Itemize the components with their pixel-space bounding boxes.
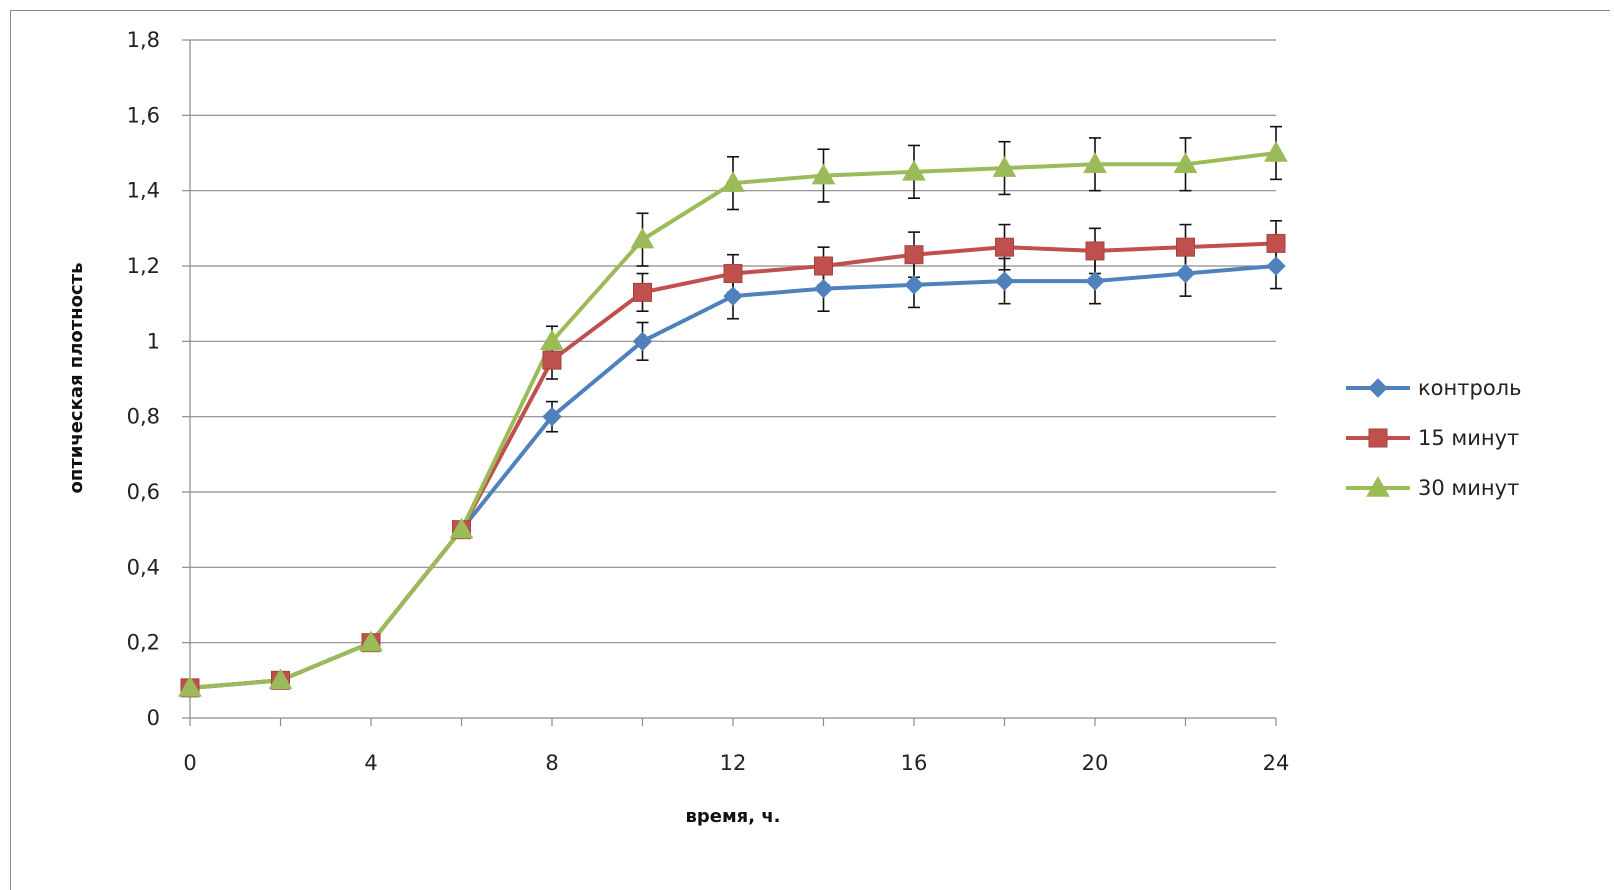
data-point bbox=[268, 668, 293, 690]
data-point bbox=[633, 282, 652, 302]
data-point bbox=[813, 278, 834, 299]
data-point bbox=[1085, 241, 1105, 261]
data-point bbox=[1266, 233, 1286, 253]
legend-marker bbox=[1366, 475, 1390, 497]
y-tick-label: 1,6 bbox=[127, 103, 160, 127]
legend-label: 30 минут bbox=[1418, 476, 1519, 500]
data-point bbox=[1266, 256, 1286, 276]
data-point bbox=[632, 331, 653, 352]
y-tick-label: 1,4 bbox=[127, 179, 160, 203]
y-axis-title: оптическая плотность bbox=[66, 263, 87, 494]
y-tick-label: 1,8 bbox=[127, 28, 160, 52]
data-point bbox=[902, 159, 926, 181]
data-point bbox=[995, 237, 1014, 257]
y-tick-label: 1 bbox=[147, 329, 160, 353]
y-tick-label: 0,6 bbox=[127, 480, 160, 504]
legend-label: 15 минут bbox=[1418, 426, 1519, 450]
x-tick-label: 12 bbox=[720, 751, 747, 775]
data-point bbox=[904, 275, 924, 295]
data-point bbox=[814, 256, 833, 276]
chart-frame bbox=[10, 10, 1610, 890]
data-point bbox=[1083, 152, 1107, 174]
data-point bbox=[721, 171, 745, 192]
x-tick-label: 16 bbox=[901, 751, 928, 775]
legend: контроль 15 минут 30 минут bbox=[1346, 376, 1521, 500]
data-point bbox=[542, 350, 562, 370]
x-tick-label: 8 bbox=[545, 751, 558, 775]
data-point bbox=[542, 406, 562, 427]
data-point bbox=[540, 329, 564, 351]
data-point bbox=[811, 163, 836, 185]
data-point bbox=[1176, 237, 1195, 257]
legend-marker bbox=[1368, 428, 1388, 448]
y-tick-label: 1,2 bbox=[127, 254, 160, 278]
legend-label: контроль bbox=[1418, 376, 1521, 400]
x-axis-title: время, ч. bbox=[685, 806, 780, 827]
y-tick-label: 0,4 bbox=[127, 555, 160, 579]
y-tick-label: 0,8 bbox=[127, 405, 160, 429]
x-tick-labels: 0 4 8 12 16 20 24 bbox=[183, 751, 1289, 775]
data-point bbox=[449, 517, 474, 539]
series-markers bbox=[178, 140, 1288, 698]
series-line-1 bbox=[189, 264, 1277, 690]
gridlines bbox=[190, 39, 1276, 644]
data-point bbox=[994, 271, 1015, 291]
data-point bbox=[992, 156, 1017, 177]
y-tick-label: 0 bbox=[147, 706, 160, 730]
series-lines bbox=[189, 151, 1277, 690]
legend-marker bbox=[1368, 378, 1388, 398]
data-point bbox=[723, 264, 743, 284]
data-point bbox=[723, 286, 743, 306]
data-point bbox=[1264, 140, 1288, 162]
data-point bbox=[630, 227, 655, 249]
x-tick-label: 4 bbox=[364, 751, 377, 775]
data-point bbox=[1085, 271, 1105, 291]
x-tick-label: 24 bbox=[1263, 751, 1290, 775]
data-point bbox=[178, 675, 202, 697]
x-tick-label: 20 bbox=[1082, 751, 1109, 775]
y-tick-labels: 0 0,2 0,4 0,6 0,8 1 1,2 1,4 1,6 1,8 bbox=[127, 28, 160, 730]
data-point bbox=[1175, 263, 1196, 284]
axes bbox=[182, 39, 1277, 726]
series-line-3 bbox=[189, 151, 1277, 690]
x-tick-label: 0 bbox=[183, 751, 196, 775]
error-bars bbox=[546, 125, 1282, 433]
data-point bbox=[1173, 152, 1198, 174]
data-point bbox=[904, 245, 924, 265]
y-tick-label: 0,2 bbox=[127, 631, 160, 655]
data-point bbox=[359, 630, 383, 652]
